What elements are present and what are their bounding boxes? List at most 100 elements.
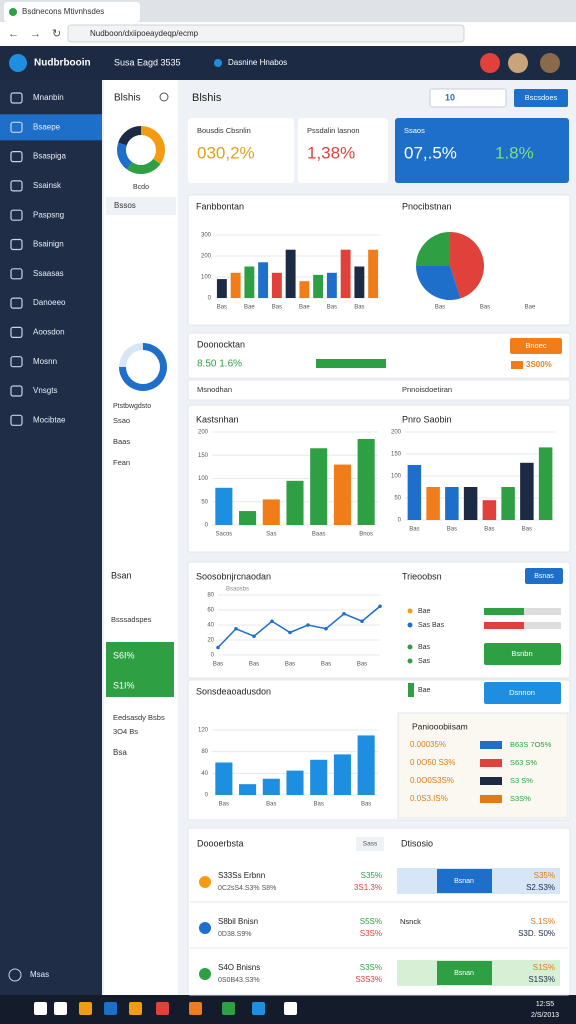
sidebar-item[interactable]: Paspsng — [33, 210, 64, 219]
row-icon[interactable] — [199, 922, 211, 934]
row-name: S4O Bnisns — [218, 963, 260, 972]
x-tick-label: Bas — [447, 527, 457, 533]
tab[interactable] — [4, 2, 140, 22]
taskbar-icon[interactable] — [54, 1002, 67, 1015]
subpanel-link[interactable]: Fean — [113, 458, 130, 467]
row-button[interactable] — [437, 961, 492, 985]
table-swatch — [480, 741, 502, 749]
point — [342, 611, 346, 616]
x-tick-label: Bae — [299, 305, 310, 311]
avatar[interactable] — [508, 53, 528, 73]
nav-button[interactable]: → — [30, 28, 41, 40]
filter[interactable] — [356, 837, 384, 851]
pie-label: Bas — [480, 305, 490, 311]
sidebar-item[interactable]: Mosnn — [33, 357, 57, 366]
section-title: Bsan — [111, 570, 132, 580]
taskbar-icon[interactable] — [252, 1002, 265, 1015]
taskbar-icon[interactable] — [189, 1002, 202, 1015]
page-select-value: 10 — [445, 92, 455, 102]
sidebar-item[interactable]: Mocibtae — [33, 415, 66, 424]
sidebar-item[interactable]: Aoosdon — [33, 328, 65, 337]
chart-title: Pnocibstnan — [402, 201, 452, 211]
sidebar-icon — [10, 209, 23, 221]
point — [234, 626, 238, 631]
chart-subtitle: Bsaosbs — [226, 587, 249, 593]
action-button[interactable] — [514, 89, 568, 107]
bar — [538, 447, 553, 520]
sidebar-item[interactable]: Bsaepe — [33, 122, 61, 131]
bar — [426, 487, 440, 520]
address-bar[interactable] — [67, 24, 465, 43]
bar — [258, 262, 269, 298]
avatar[interactable] — [480, 53, 500, 73]
sidebar-footer-icon — [8, 968, 22, 982]
x-tick-label: Bas — [266, 802, 276, 808]
x-tick-label: Bas — [249, 662, 259, 668]
avatar[interactable] — [540, 53, 560, 73]
y-tick-label: 200 — [201, 254, 212, 260]
row-pct: S3S% — [360, 929, 382, 938]
sidebar-item[interactable]: Ssainsk — [33, 181, 62, 190]
y-tick-label: 120 — [198, 728, 209, 734]
kpi-value: 030,2% — [197, 143, 255, 162]
taskbar-icon[interactable] — [156, 1002, 169, 1015]
donut-segment — [126, 158, 161, 175]
bar — [501, 487, 515, 520]
sidebar-item[interactable]: Danoeeo — [33, 298, 66, 307]
legend-label: Sas — [418, 658, 431, 665]
subpanel-link[interactable]: Bsa — [113, 748, 127, 757]
progress-value: 8.50 1.6% — [197, 359, 242, 370]
nav-button[interactable]: ← — [8, 28, 19, 40]
page-select[interactable] — [429, 88, 507, 108]
nav-button[interactable]: ↻ — [52, 28, 61, 40]
trend-button-label: Bsnas — [534, 573, 554, 580]
x-tick-label: Bas — [217, 305, 227, 311]
bar — [520, 462, 534, 520]
taskbar-icon[interactable] — [79, 1002, 92, 1015]
kpi-card — [298, 118, 388, 183]
x-tick-label: Bas — [327, 305, 337, 311]
taskbar-icon[interactable] — [104, 1002, 117, 1015]
row-icon[interactable] — [199, 876, 211, 888]
workspace-name[interactable]: Dasnine Hnabos — [228, 58, 287, 67]
row-button-label: Bsnan — [454, 878, 474, 885]
x-tick-label: Bas — [272, 305, 282, 311]
bar — [262, 499, 280, 525]
bar — [286, 480, 304, 525]
green-value: S1I% — [113, 680, 135, 690]
taskbar-icon[interactable] — [34, 1002, 47, 1015]
taskbar-icon[interactable] — [129, 1002, 142, 1015]
trend-button[interactable] — [525, 568, 563, 584]
sidebar-item[interactable]: Bsainign — [33, 240, 64, 249]
sidebar-item[interactable]: Bsaspiga — [33, 152, 66, 161]
chart-title: Kastsnhan — [196, 414, 239, 424]
sidebar-item[interactable]: Vnsgts — [33, 386, 57, 395]
progress-label: 3S600% — [346, 359, 376, 368]
y-tick-label: 50 — [201, 499, 208, 505]
bar — [285, 249, 296, 298]
donut-segment — [141, 126, 165, 165]
trend-button-2[interactable] — [484, 643, 561, 665]
subpanel-row[interactable]: Bssos — [114, 201, 136, 210]
bar — [310, 448, 328, 525]
green-value: S6I% — [113, 650, 135, 660]
subpanel-link[interactable]: Baas — [113, 437, 130, 446]
row-label: Nsnck — [400, 917, 421, 926]
row-icon[interactable] — [199, 968, 211, 980]
orange-button[interactable] — [510, 338, 562, 354]
sidebar-icon — [10, 180, 23, 192]
row-button[interactable] — [437, 869, 492, 893]
y-tick-label: 200 — [391, 430, 402, 436]
brand: Nudbrbooin — [34, 58, 91, 69]
bar — [215, 762, 233, 795]
row-sub: 0D38.S9% — [218, 931, 251, 938]
table-cell: S63 S% — [510, 758, 537, 767]
taskbar-icon[interactable] — [284, 1002, 297, 1015]
search-icon[interactable] — [159, 92, 169, 102]
taskbar-icon[interactable] — [222, 1002, 235, 1015]
sidebar-item[interactable]: Ssaasas — [33, 269, 64, 278]
sidebar-item[interactable]: Mnanbin — [33, 93, 64, 102]
subpanel-link[interactable]: Ssao — [113, 416, 130, 425]
trend-button-3[interactable] — [484, 682, 561, 704]
